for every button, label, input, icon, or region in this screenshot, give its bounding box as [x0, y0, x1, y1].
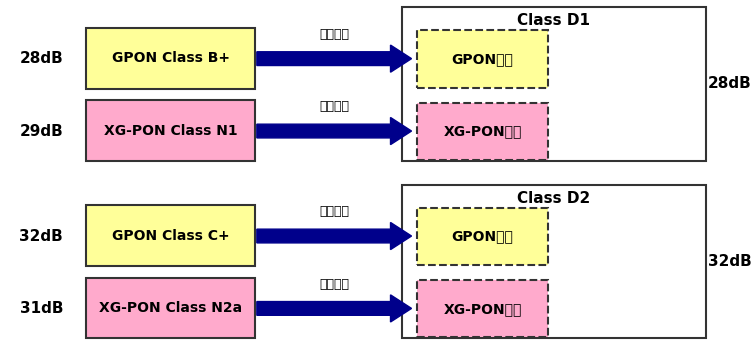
Text: GPON Class B+: GPON Class B+: [112, 51, 230, 65]
Text: XG-PON Class N1: XG-PON Class N1: [104, 124, 237, 138]
Bar: [86, 28, 255, 89]
Text: 29dB: 29dB: [20, 123, 63, 139]
Text: XG-PON通道: XG-PON通道: [443, 302, 522, 316]
Text: 32dB: 32dB: [708, 254, 751, 269]
Text: 指标不变: 指标不变: [319, 205, 349, 218]
Text: 28dB: 28dB: [708, 76, 751, 92]
Bar: [86, 278, 255, 338]
Text: XG-PON通道: XG-PON通道: [443, 125, 522, 138]
Bar: [417, 208, 548, 265]
Bar: [402, 185, 706, 338]
Polygon shape: [257, 222, 412, 250]
Text: 放宿要求: 放宿要求: [319, 100, 349, 113]
Bar: [417, 103, 548, 160]
Bar: [86, 100, 255, 161]
Text: GPON通道: GPON通道: [451, 52, 514, 66]
Text: GPON通道: GPON通道: [451, 230, 514, 243]
Text: 32dB: 32dB: [20, 228, 63, 244]
Polygon shape: [257, 45, 412, 72]
Text: GPON Class C+: GPON Class C+: [112, 229, 230, 243]
Bar: [417, 280, 548, 337]
Bar: [86, 205, 255, 266]
Text: Class D2: Class D2: [517, 191, 590, 206]
Text: 指标不变: 指标不变: [319, 28, 349, 41]
Bar: [417, 30, 548, 88]
Text: 31dB: 31dB: [20, 301, 63, 316]
Text: 28dB: 28dB: [20, 51, 63, 66]
Text: 提高要求: 提高要求: [319, 278, 349, 291]
Bar: [402, 7, 706, 161]
Polygon shape: [257, 295, 412, 322]
Text: XG-PON Class N2a: XG-PON Class N2a: [99, 301, 243, 315]
Polygon shape: [257, 117, 412, 145]
Text: Class D1: Class D1: [517, 13, 590, 29]
